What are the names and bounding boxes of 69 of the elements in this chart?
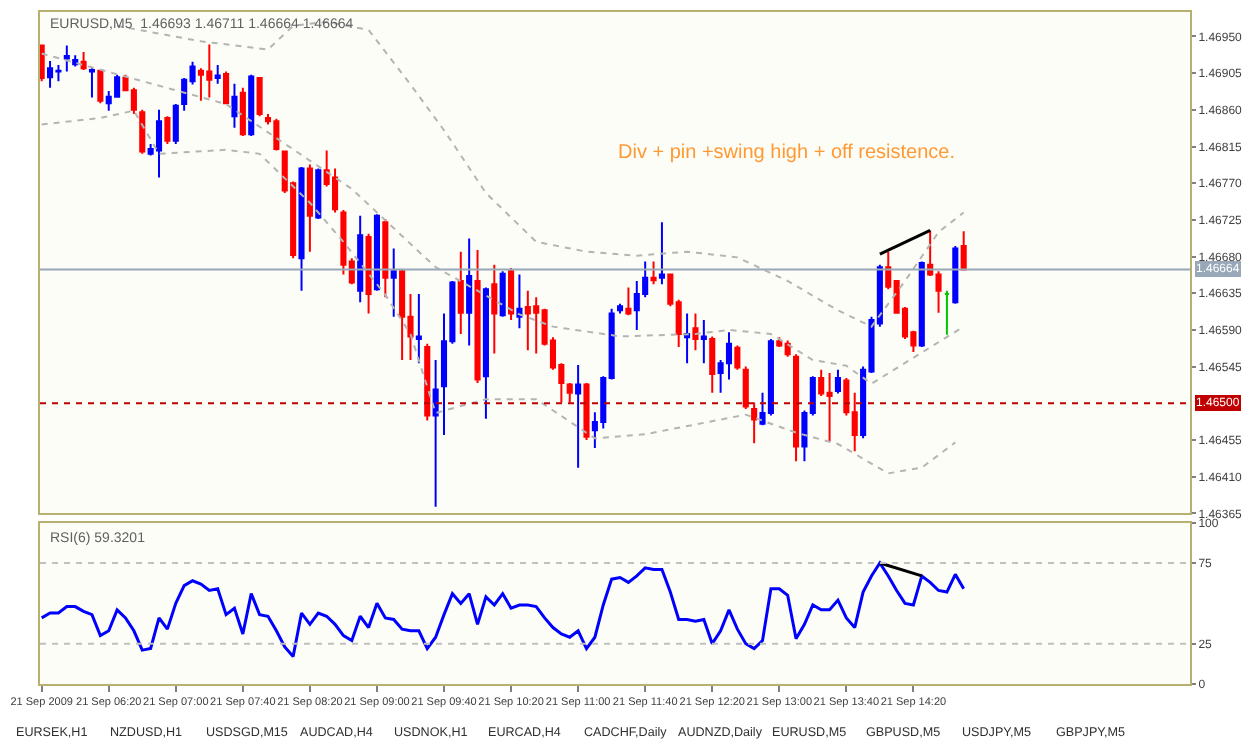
candlestick [206, 43, 213, 99]
candlestick [80, 50, 87, 71]
candlestick [139, 108, 146, 155]
candlestick [432, 359, 439, 508]
candlestick [40, 43, 45, 83]
candlestick [700, 319, 707, 365]
candlestick [793, 353, 800, 463]
candlestick [709, 335, 716, 394]
candlestick [273, 117, 280, 152]
candlestick [650, 260, 657, 286]
candlestick [340, 209, 347, 276]
line-series [40, 52, 965, 385]
candlestick [575, 363, 582, 469]
candlestick [943, 289, 950, 336]
candlestick [658, 221, 665, 286]
candlestick [256, 76, 263, 118]
candlestick [952, 244, 959, 305]
candlestick [474, 249, 481, 384]
candlestick [399, 268, 406, 362]
candlestick [826, 372, 833, 443]
candlestick [616, 302, 624, 315]
candlestick [306, 163, 313, 253]
candlestick [155, 108, 163, 179]
candlestick [767, 337, 774, 417]
candlestick [684, 312, 691, 365]
candlestick [97, 68, 104, 105]
candlestick [239, 86, 246, 137]
candlestick [357, 214, 364, 304]
candlestick [164, 115, 171, 146]
candlestick [298, 165, 305, 292]
candlestick [482, 286, 489, 420]
candlestick [834, 368, 842, 395]
line-series [40, 109, 957, 475]
candlestick [315, 167, 322, 221]
candlestick [524, 289, 531, 352]
candlestick [390, 247, 397, 318]
candlestick [533, 296, 540, 355]
candlestick [424, 342, 431, 422]
candlestick [466, 237, 473, 347]
candlestick [55, 63, 62, 83]
candlestick [918, 260, 925, 349]
candlestick [960, 230, 967, 271]
candlestick [47, 59, 54, 89]
candlestick [223, 70, 230, 106]
candlestick [88, 67, 96, 99]
candlestick [415, 293, 422, 365]
candlestick [382, 218, 389, 299]
candlestick [499, 270, 506, 318]
annotation: Div + pin +swing high + off resistence. [618, 142, 956, 164]
candlestick [248, 73, 255, 137]
candlestick [457, 250, 464, 335]
candlestick [692, 312, 699, 352]
candlestick [172, 103, 179, 146]
candlestick [365, 232, 372, 315]
candlestick [625, 286, 632, 317]
candlestick [742, 365, 749, 410]
candlestick [508, 266, 515, 322]
candlestick [751, 401, 758, 445]
candlestick [63, 44, 70, 73]
candlestick [583, 381, 590, 441]
line-series [40, 561, 966, 659]
candlestick [566, 381, 573, 404]
candlestick [214, 63, 221, 85]
candlestick [373, 213, 380, 292]
candlestick [72, 54, 79, 68]
candlestick [516, 273, 523, 330]
candlestick [231, 82, 238, 129]
candlestick [491, 263, 498, 355]
candlestick [734, 344, 741, 371]
